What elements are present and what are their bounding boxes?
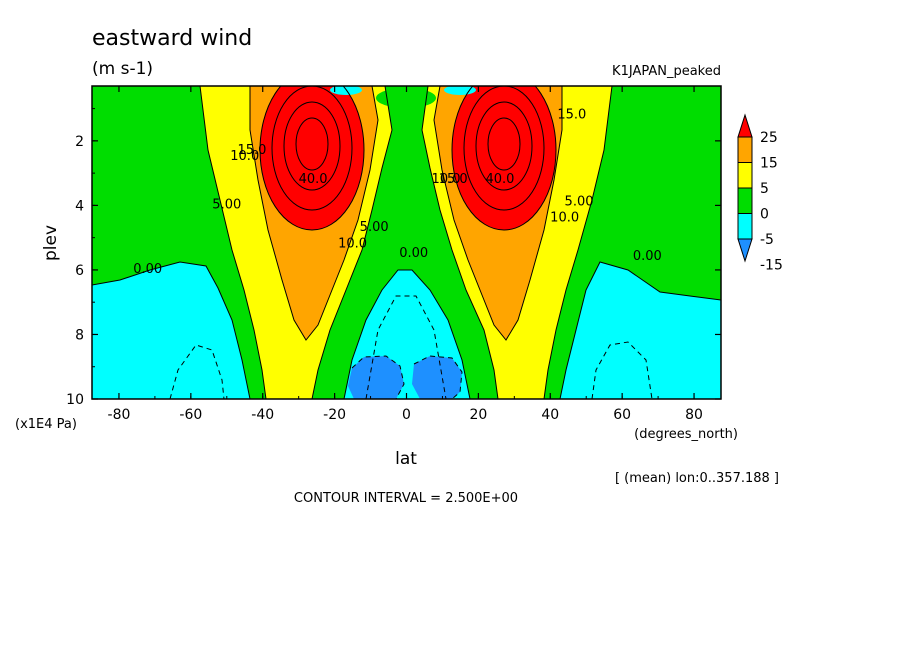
contour-five (543, 86, 613, 399)
colorbar-label: 0 (760, 207, 769, 223)
colorbar-label: -15 (760, 258, 783, 274)
contour-lines (92, 86, 721, 399)
x-tick-label: 40 (541, 407, 559, 423)
colorbar-label: 5 (760, 181, 769, 197)
contour-negative (169, 344, 225, 399)
field-neg-5-a (348, 356, 404, 399)
x-axis-label: lat (395, 449, 417, 469)
top-patch-c (376, 88, 436, 108)
contour-negative (413, 355, 463, 399)
y-units-label: (x1E4 Pa) (15, 417, 77, 432)
contour-zero (343, 269, 471, 399)
contour-label: 15.0 (439, 172, 468, 187)
contour-zero (559, 261, 721, 399)
contour-label: 40.0 (299, 172, 328, 187)
contour-label: 40.0 (485, 172, 514, 187)
y-axis-label: plev (41, 225, 61, 261)
contour-fifteen (433, 86, 563, 341)
field-neg-5-b (412, 356, 462, 399)
x-tick-label: -60 (179, 407, 202, 423)
contour-label: 5.00 (565, 194, 594, 209)
contour-jet-south (259, 86, 365, 231)
colorbar-top-arrow (737, 113, 753, 138)
contour-jet-north (463, 86, 545, 211)
colorbar-band (737, 213, 753, 240)
contour-label: 0.00 (633, 249, 662, 264)
contour-label: 10.0 (230, 149, 259, 164)
y-tick-label: 8 (75, 327, 84, 343)
colorbar-bottom-arrow (737, 238, 753, 263)
contour-negative (365, 295, 447, 399)
contour-label: 10.0 (432, 172, 461, 187)
averaging-note: [ (mean) lon:0..357.188 ] (615, 471, 779, 486)
contour-five (199, 86, 267, 399)
contour-fifteen (249, 86, 379, 341)
contour-label: 15.0 (557, 107, 586, 122)
contour-jet-north (487, 117, 521, 171)
contour-jet-north (475, 101, 533, 191)
jet-core-north (452, 86, 556, 230)
contour-jet-north (451, 86, 557, 231)
top-patch-a (330, 86, 362, 95)
x-tick-label: 20 (469, 407, 487, 423)
experiment-label: K1JAPAN_peaked (612, 64, 721, 79)
x-tick-label: -40 (251, 407, 274, 423)
contour-zero (92, 261, 251, 399)
x-units-label: (degrees_north) (634, 427, 738, 442)
chart-title: eastward wind (92, 26, 252, 51)
x-tick-label: -80 (108, 407, 131, 423)
contour-label: 15.0 (237, 143, 266, 158)
x-axis: -80 -60 -40 -20 0 20 40 60 80 (108, 86, 703, 423)
contour-five (311, 86, 393, 399)
colorbar-label: 25 (760, 130, 778, 146)
contour-jet-south (271, 86, 353, 211)
x-tick-label: -20 (323, 407, 346, 423)
colorbar-band (737, 136, 753, 163)
contour-label: 10.0 (338, 236, 367, 251)
y-tick-label: 6 (75, 263, 84, 279)
colorbar-band (737, 162, 753, 189)
y-tick-label: 4 (75, 198, 84, 214)
chart-units: (m s-1) (92, 59, 153, 79)
jet-core-south (260, 86, 364, 230)
colorbar-band (737, 187, 753, 214)
colorbar-label: 15 (760, 156, 778, 172)
contour-label: 0.00 (399, 246, 428, 261)
contour-label: 0.00 (133, 262, 162, 277)
contour-negative (351, 355, 405, 399)
contour-jet-south (295, 117, 329, 171)
plot-area: 0.005.0010.015.040.010.05.000.0010.015.0… (92, 86, 721, 399)
x-tick-label: 80 (685, 407, 703, 423)
contour-five (421, 86, 499, 399)
contour-jet-south (283, 101, 341, 191)
contour-negative (591, 341, 653, 399)
contour-labels: 0.005.0010.015.040.010.05.000.0010.015.0… (133, 107, 662, 277)
contour-label: 5.00 (212, 198, 241, 213)
contour-label: 10.0 (550, 211, 579, 226)
contour-interval-note: CONTOUR INTERVAL = 2.500E+00 (294, 491, 518, 506)
contour-label: 5.00 (360, 220, 389, 235)
colorbar-label: -5 (760, 232, 774, 248)
x-tick-label: 60 (613, 407, 631, 423)
x-tick-label: 0 (402, 407, 411, 423)
y-axis: 2 4 6 8 10 (66, 108, 721, 408)
y-tick-label: 10 (66, 392, 84, 408)
colorbar: 25 15 5 0 -5 -15 (737, 113, 783, 274)
y-tick-label: 2 (75, 134, 84, 150)
